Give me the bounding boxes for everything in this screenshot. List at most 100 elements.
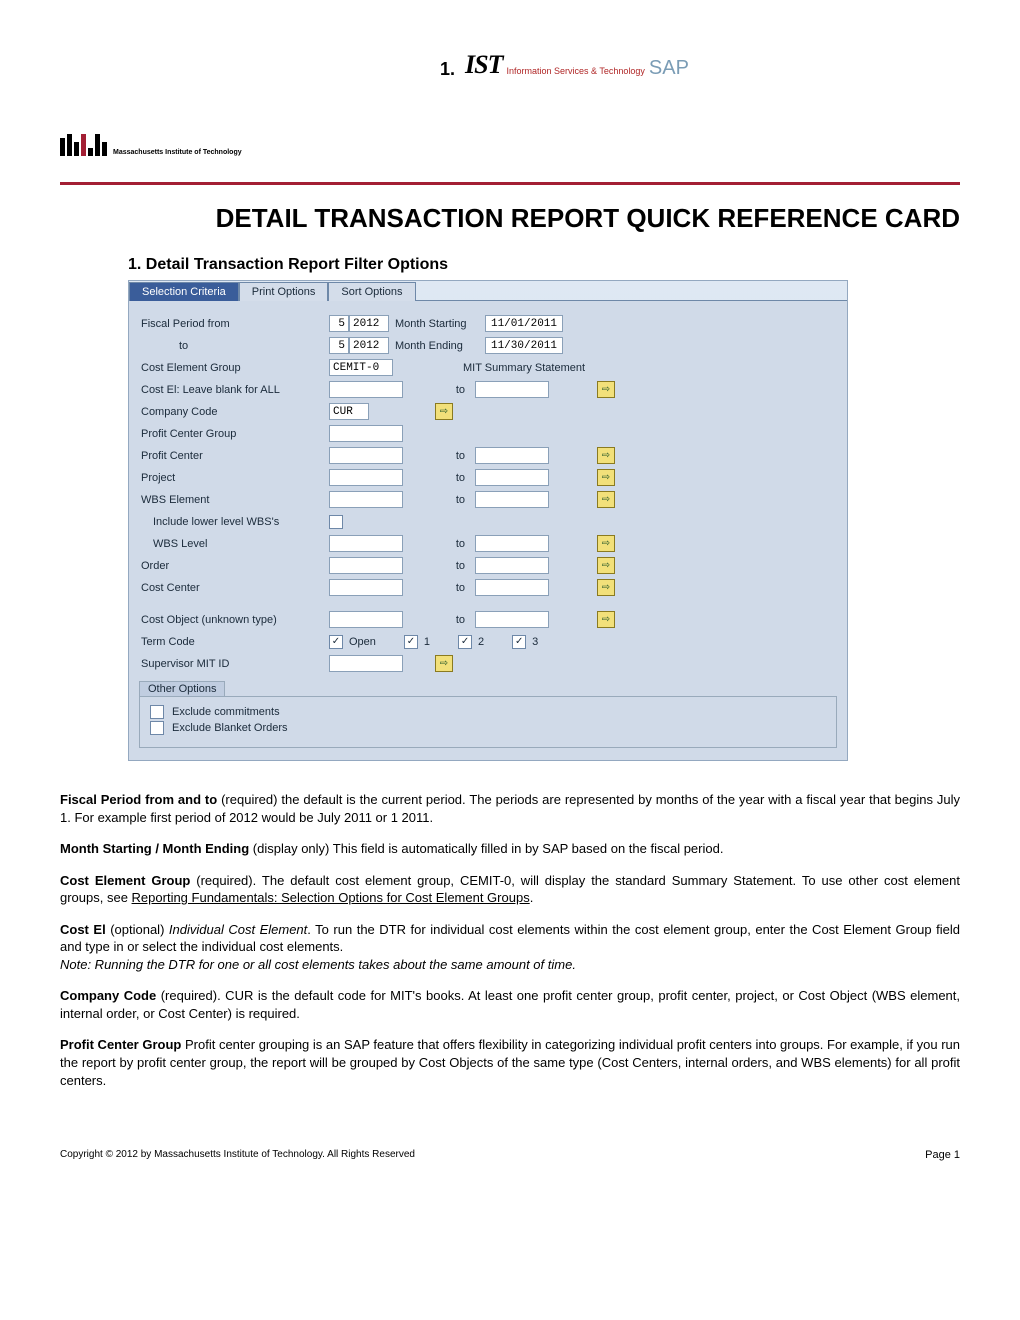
ist-header: 1. IST Information Services & Technology… bbox=[440, 50, 689, 80]
cost-center-from-input[interactable] bbox=[329, 579, 403, 596]
desc-month-title: Month Starting / Month Ending bbox=[60, 841, 249, 856]
exclude-commitments-label: Exclude commitments bbox=[172, 706, 280, 718]
fiscal-to-year-input[interactable] bbox=[349, 337, 389, 354]
include-wbs-checkbox[interactable] bbox=[329, 515, 343, 529]
company-code-label: Company Code bbox=[139, 406, 329, 418]
order-from-input[interactable] bbox=[329, 557, 403, 574]
desc-pcg-body: Profit center grouping is an SAP feature… bbox=[60, 1037, 960, 1087]
sap-label: SAP bbox=[649, 57, 689, 80]
company-multi-icon[interactable]: ⇨ bbox=[435, 403, 453, 420]
description-text: Fiscal Period from and to (required) the… bbox=[60, 791, 960, 1089]
header-number: 1. bbox=[440, 59, 455, 80]
order-label: Order bbox=[139, 560, 329, 572]
cost-object-unknown-label: Cost Object (unknown type) bbox=[139, 614, 329, 626]
cost-center-label: Cost Center bbox=[139, 582, 329, 594]
section-num: 1. bbox=[128, 256, 141, 273]
mit-logo: Massachusetts Institute of Technology bbox=[60, 134, 960, 156]
project-to-input[interactable] bbox=[475, 469, 549, 486]
cost-element-group-label: Cost Element Group bbox=[139, 362, 329, 374]
to-label-order: to bbox=[403, 560, 475, 572]
term-2-checkbox[interactable]: ✓ bbox=[458, 635, 472, 649]
wbs-label: WBS Element bbox=[139, 494, 329, 506]
supervisor-label: Supervisor MIT ID bbox=[139, 658, 329, 670]
panel-body: Fiscal Period from Month Starting to Mon… bbox=[129, 300, 847, 760]
month-start-label: Month Starting bbox=[389, 318, 485, 330]
fiscal-from-label: Fiscal Period from bbox=[139, 318, 329, 330]
desc-ceg-title: Cost Element Group bbox=[60, 873, 190, 888]
desc-ceg-link[interactable]: Reporting Fundamentals: Selection Option… bbox=[132, 890, 530, 905]
term-1-label: 1 bbox=[424, 636, 430, 648]
sap-filter-panel: Selection Criteria Print Options Sort Op… bbox=[128, 280, 848, 761]
project-multi-icon[interactable]: ⇨ bbox=[597, 469, 615, 486]
month-start-display bbox=[485, 315, 563, 332]
wbs-level-multi-icon[interactable]: ⇨ bbox=[597, 535, 615, 552]
desc-costel-note: Note: Running the DTR for one or all cos… bbox=[60, 957, 576, 972]
to-label-co: to bbox=[403, 614, 475, 626]
wbs-level-from-input[interactable] bbox=[329, 535, 403, 552]
cost-el-multi-icon[interactable]: ⇨ bbox=[597, 381, 615, 398]
to-label-wbs: to bbox=[403, 494, 475, 506]
term-1-checkbox[interactable]: ✓ bbox=[404, 635, 418, 649]
mit-summary-label: MIT Summary Statement bbox=[463, 362, 585, 374]
fiscal-from-period-input[interactable] bbox=[329, 315, 349, 332]
ist-logo: IST bbox=[465, 50, 502, 80]
page-number: Page 1 bbox=[925, 1149, 960, 1161]
cost-el-from-input[interactable] bbox=[329, 381, 403, 398]
exclude-commitments-checkbox[interactable] bbox=[150, 705, 164, 719]
cost-object-multi-icon[interactable]: ⇨ bbox=[597, 611, 615, 628]
tab-selection-criteria[interactable]: Selection Criteria bbox=[129, 282, 239, 301]
cost-el-label: Cost El: Leave blank for ALL bbox=[139, 384, 329, 396]
wbs-level-to-input[interactable] bbox=[475, 535, 549, 552]
profit-center-label: Profit Center bbox=[139, 450, 329, 462]
term-3-checkbox[interactable]: ✓ bbox=[512, 635, 526, 649]
section-heading: Detail Transaction Report Filter Options bbox=[146, 256, 448, 273]
other-options-box: Exclude commitments Exclude Blanket Orde… bbox=[139, 696, 837, 748]
wbs-multi-icon[interactable]: ⇨ bbox=[597, 491, 615, 508]
ist-subtitle: Information Services & Technology bbox=[506, 66, 644, 76]
fiscal-from-year-input[interactable] bbox=[349, 315, 389, 332]
fiscal-to-label: to bbox=[139, 340, 329, 352]
wbs-level-label: WBS Level bbox=[139, 538, 329, 550]
profit-center-from-input[interactable] bbox=[329, 447, 403, 464]
term-open-checkbox[interactable]: ✓ bbox=[329, 635, 343, 649]
cost-center-multi-icon[interactable]: ⇨ bbox=[597, 579, 615, 596]
project-from-input[interactable] bbox=[329, 469, 403, 486]
desc-ceg-dot: . bbox=[530, 890, 534, 905]
company-code-input[interactable] bbox=[329, 403, 369, 420]
wbs-to-input[interactable] bbox=[475, 491, 549, 508]
cost-el-to-input[interactable] bbox=[475, 381, 549, 398]
desc-fiscal-title: Fiscal Period from and to bbox=[60, 792, 217, 807]
cost-element-group-input[interactable] bbox=[329, 359, 393, 376]
to-label-pc: to bbox=[403, 450, 475, 462]
fiscal-to-period-input[interactable] bbox=[329, 337, 349, 354]
cost-object-from-input[interactable] bbox=[329, 611, 403, 628]
order-to-input[interactable] bbox=[475, 557, 549, 574]
project-label: Project bbox=[139, 472, 329, 484]
profit-center-group-input[interactable] bbox=[329, 425, 403, 442]
cost-center-to-input[interactable] bbox=[475, 579, 549, 596]
wbs-from-input[interactable] bbox=[329, 491, 403, 508]
section-title: 1. Detail Transaction Report Filter Opti… bbox=[128, 256, 960, 274]
order-multi-icon[interactable]: ⇨ bbox=[597, 557, 615, 574]
term-open-label: Open bbox=[349, 636, 376, 648]
include-wbs-label: Include lower level WBS's bbox=[139, 516, 329, 528]
page-title: DETAIL TRANSACTION REPORT QUICK REFERENC… bbox=[60, 203, 960, 234]
cost-object-to-input[interactable] bbox=[475, 611, 549, 628]
supervisor-multi-icon[interactable]: ⇨ bbox=[435, 655, 453, 672]
desc-costel-italic: Individual Cost Element bbox=[169, 922, 307, 937]
desc-costel-title: Cost El bbox=[60, 922, 106, 937]
desc-month-body: (display only) This field is automatical… bbox=[249, 841, 723, 856]
desc-company-title: Company Code bbox=[60, 988, 156, 1003]
desc-company-body: (required). CUR is the default code for … bbox=[60, 988, 960, 1021]
exclude-blanket-checkbox[interactable] bbox=[150, 721, 164, 735]
mit-bars-icon bbox=[60, 134, 107, 156]
term-2-label: 2 bbox=[478, 636, 484, 648]
supervisor-input[interactable] bbox=[329, 655, 403, 672]
tab-print-options[interactable]: Print Options bbox=[239, 282, 329, 301]
tab-sort-options[interactable]: Sort Options bbox=[328, 282, 415, 301]
profit-center-multi-icon[interactable]: ⇨ bbox=[597, 447, 615, 464]
profit-center-group-label: Profit Center Group bbox=[139, 428, 329, 440]
copyright-text: Copyright © 2012 by Massachusetts Instit… bbox=[60, 1149, 415, 1161]
tabs-row: Selection Criteria Print Options Sort Op… bbox=[129, 281, 847, 300]
profit-center-to-input[interactable] bbox=[475, 447, 549, 464]
